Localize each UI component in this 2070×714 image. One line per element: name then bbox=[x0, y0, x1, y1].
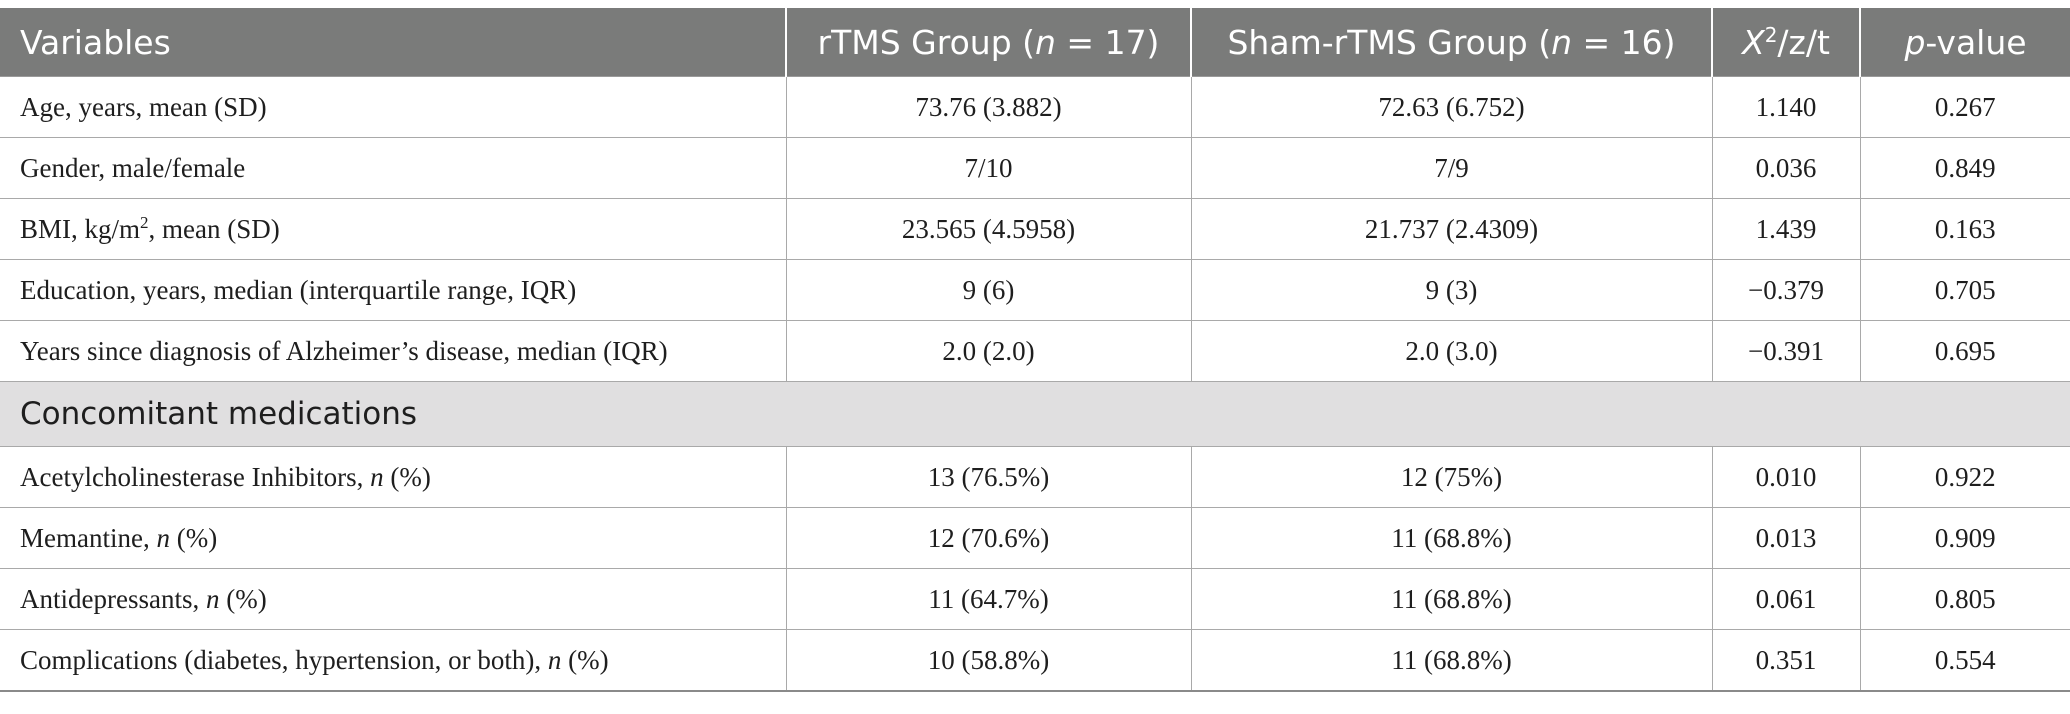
header-p-rest: -value bbox=[1925, 22, 2027, 62]
stat-value: 0.036 bbox=[1711, 137, 1860, 199]
table-container: Variables rTMS Group (n = 17) Sham-rTMS … bbox=[0, 8, 2070, 692]
row-label: Years since diagnosis of Alzheimer’s dis… bbox=[0, 320, 786, 382]
row-label: BMI, kg/m2, mean (SD) bbox=[0, 198, 786, 260]
header-sham-n: n bbox=[1551, 22, 1573, 62]
p-value: 0.705 bbox=[1859, 259, 2070, 321]
header-sham-suffix: = 16) bbox=[1572, 22, 1676, 62]
stat-value: 0.010 bbox=[1711, 446, 1860, 508]
header-rtms-suffix: = 17) bbox=[1055, 22, 1160, 62]
row-label-a: Antidepressants, bbox=[20, 583, 206, 614]
row-label-a: BMI, kg/m bbox=[20, 213, 141, 244]
row-label: Gender, male/female bbox=[0, 137, 786, 199]
p-value: 0.909 bbox=[1859, 507, 2070, 569]
row-label: Age, years, mean (SD) bbox=[0, 76, 786, 138]
row-label-b: (%) bbox=[169, 522, 218, 553]
rtms-value: 13 (76.5%) bbox=[785, 446, 1191, 508]
header-stat-sup: 2 bbox=[1764, 22, 1778, 47]
stat-value: −0.379 bbox=[1711, 259, 1860, 321]
row-label-a: Complications (diabetes, hypertension, o… bbox=[20, 644, 548, 675]
row-label-n: n bbox=[156, 522, 170, 553]
sham-value: 2.0 (3.0) bbox=[1190, 320, 1712, 382]
header-rtms-group: rTMS Group (n = 17) bbox=[785, 8, 1191, 77]
p-value: 0.849 bbox=[1859, 137, 2070, 199]
rtms-value: 10 (58.8%) bbox=[785, 629, 1191, 692]
table-header: Variables rTMS Group (n = 17) Sham-rTMS … bbox=[0, 8, 2070, 77]
row-label-b: , mean (SD) bbox=[148, 213, 280, 244]
p-value: 0.163 bbox=[1859, 198, 2070, 260]
table-row: Memantine, n (%) 12 (70.6%) 11 (68.8%) 0… bbox=[0, 507, 2070, 569]
table-row: Age, years, mean (SD) 73.76 (3.882) 72.6… bbox=[0, 76, 2070, 138]
rtms-value: 12 (70.6%) bbox=[785, 507, 1191, 569]
row-label-sup: 2 bbox=[140, 212, 149, 232]
table-row: Acetylcholinesterase Inhibitors, n (%) 1… bbox=[0, 446, 2070, 508]
row-label-a: Memantine, bbox=[20, 522, 157, 553]
row-label-a: Acetylcholinesterase Inhibitors, bbox=[20, 461, 371, 492]
row-label: Antidepressants, n (%) bbox=[0, 568, 786, 630]
table-row: Education, years, median (interquartile … bbox=[0, 259, 2070, 321]
section-row: Concomitant medications bbox=[0, 381, 2070, 447]
sham-value: 11 (68.8%) bbox=[1190, 629, 1712, 692]
stat-value: 1.140 bbox=[1711, 76, 1860, 138]
sham-value: 11 (68.8%) bbox=[1190, 568, 1712, 630]
demographics-table: Variables rTMS Group (n = 17) Sham-rTMS … bbox=[0, 8, 2070, 692]
table-row: Complications (diabetes, hypertension, o… bbox=[0, 629, 2070, 692]
row-label-n: n bbox=[370, 461, 384, 492]
row-label: Acetylcholinesterase Inhibitors, n (%) bbox=[0, 446, 786, 508]
row-label-b: (%) bbox=[561, 644, 609, 675]
table-body: Age, years, mean (SD) 73.76 (3.882) 72.6… bbox=[0, 76, 2070, 692]
row-label-b: (%) bbox=[383, 461, 431, 492]
rtms-value: 9 (6) bbox=[785, 259, 1191, 321]
section-heading: Concomitant medications bbox=[0, 381, 2070, 447]
header-variables: Variables bbox=[0, 8, 786, 77]
sham-value: 11 (68.8%) bbox=[1190, 507, 1712, 569]
sham-value: 9 (3) bbox=[1190, 259, 1712, 321]
stat-value: 0.013 bbox=[1711, 507, 1860, 569]
table-row: Antidepressants, n (%) 11 (64.7%) 11 (68… bbox=[0, 568, 2070, 630]
stat-value: 0.061 bbox=[1711, 568, 1860, 630]
stat-value: −0.391 bbox=[1711, 320, 1860, 382]
header-statistic: X2/z/t bbox=[1711, 8, 1860, 77]
rtms-value: 2.0 (2.0) bbox=[785, 320, 1191, 382]
p-value: 0.554 bbox=[1859, 629, 2070, 692]
header-row: Variables rTMS Group (n = 17) Sham-rTMS … bbox=[0, 8, 2070, 77]
sham-value: 72.63 (6.752) bbox=[1190, 76, 1712, 138]
sham-value: 21.737 (2.4309) bbox=[1190, 198, 1712, 260]
header-sham-prefix: Sham-rTMS Group ( bbox=[1227, 22, 1552, 62]
header-p-value: p-value bbox=[1859, 8, 2070, 77]
row-label-n: n bbox=[205, 583, 220, 614]
rtms-value: 73.76 (3.882) bbox=[785, 76, 1191, 138]
row-label-b: (%) bbox=[219, 583, 267, 614]
sham-value: 12 (75%) bbox=[1190, 446, 1712, 508]
header-p-italic: p bbox=[1904, 22, 1926, 62]
p-value: 0.695 bbox=[1859, 320, 2070, 382]
header-rtms-prefix: rTMS Group ( bbox=[817, 22, 1036, 62]
table-row: BMI, kg/m2, mean (SD) 23.565 (4.5958) 21… bbox=[0, 198, 2070, 260]
header-stat-x: X bbox=[1742, 22, 1765, 62]
table-row: Years since diagnosis of Alzheimer’s dis… bbox=[0, 320, 2070, 382]
p-value: 0.805 bbox=[1859, 568, 2070, 630]
row-label: Education, years, median (interquartile … bbox=[0, 259, 786, 321]
stat-value: 1.439 bbox=[1711, 198, 1860, 260]
header-variables-label: Variables bbox=[20, 22, 171, 62]
sham-value: 7/9 bbox=[1190, 137, 1712, 199]
header-stat-rest: /z/t bbox=[1777, 22, 1830, 62]
table-row: Gender, male/female 7/10 7/9 0.036 0.849 bbox=[0, 137, 2070, 199]
header-sham-group: Sham-rTMS Group (n = 16) bbox=[1190, 8, 1712, 77]
row-label: Memantine, n (%) bbox=[0, 507, 786, 569]
p-value: 0.267 bbox=[1859, 76, 2070, 138]
rtms-value: 11 (64.7%) bbox=[785, 568, 1191, 630]
p-value: 0.922 bbox=[1859, 446, 2070, 508]
row-label: Complications (diabetes, hypertension, o… bbox=[0, 629, 786, 692]
row-label-n: n bbox=[547, 644, 562, 675]
rtms-value: 7/10 bbox=[785, 137, 1191, 199]
stat-value: 0.351 bbox=[1711, 629, 1860, 692]
rtms-value: 23.565 (4.5958) bbox=[785, 198, 1191, 260]
header-rtms-n: n bbox=[1035, 22, 1056, 62]
